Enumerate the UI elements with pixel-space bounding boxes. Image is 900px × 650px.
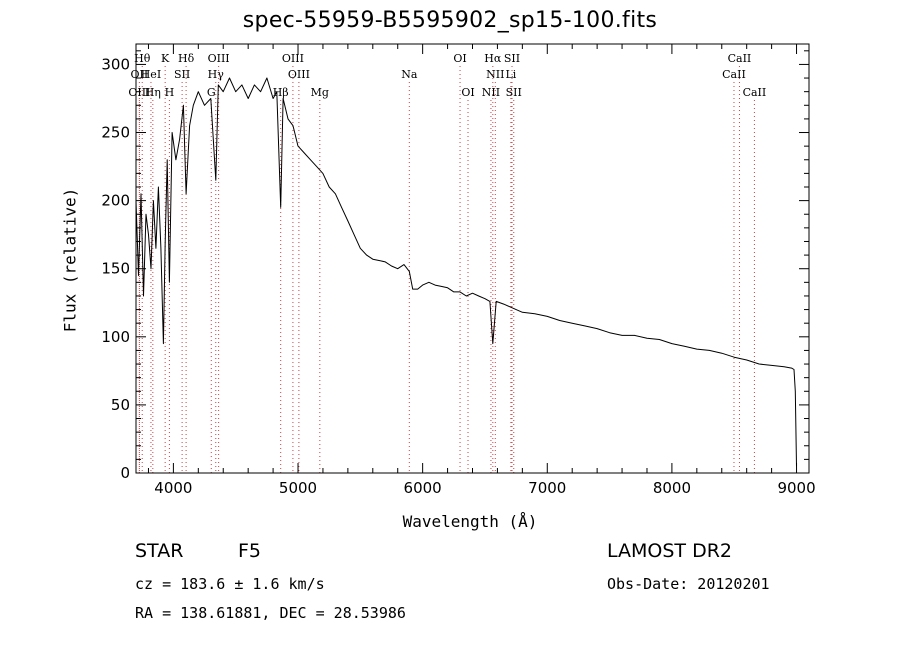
spectral-line-label-4: HeI	[141, 68, 161, 81]
plot-frame	[135, 43, 810, 474]
x-tick-label-0: 4000	[154, 479, 192, 497]
x-tick-label-1: 5000	[279, 479, 317, 497]
spectral-line-label-7: H	[165, 86, 175, 99]
y-tick-label-0: 0	[120, 464, 130, 482]
spectral-line-markers	[138, 66, 755, 473]
object-subclass: F5	[238, 540, 262, 562]
y-tick-label-3: 150	[101, 260, 130, 278]
axis-ticks: 4000 5000 6000 7000 8000 9000 0 50 100 150 200 250 3…	[101, 44, 816, 497]
ra-dec-coordinates: RA = 138.61881, DEC = 28.53986	[135, 604, 406, 622]
spectral-line-label-26: CaII	[722, 68, 746, 81]
spectral-line-label-16: Na	[401, 68, 418, 81]
x-tick-label-4: 8000	[653, 479, 691, 497]
y-tick-label-6: 300	[101, 55, 130, 73]
spectral-line-label-11: G	[207, 86, 216, 99]
spectral-line-label-3: Hη	[145, 86, 161, 99]
spectral-line-label-19: Hα	[484, 52, 502, 65]
spectral-line-label-21: NII	[482, 86, 500, 99]
spectral-line-label-9: OIII	[208, 52, 230, 65]
spectral-line-label-22: SII	[504, 52, 520, 65]
x-axis-label: Wavelength (Å)	[402, 512, 538, 531]
object-class: STAR	[135, 540, 184, 562]
observation-date: Obs-Date: 20120201	[607, 575, 770, 593]
spectral-line-label-27: CaII	[743, 86, 767, 99]
survey-name: LAMOST DR2	[607, 540, 732, 562]
y-tick-label-2: 100	[101, 328, 130, 346]
spectral-line-label-23: Li	[505, 68, 516, 81]
y-tick-label-1: 50	[111, 396, 130, 414]
x-tick-label-2: 6000	[404, 479, 442, 497]
chart-title: spec-55959-B5595902_sp15-100.fits	[242, 8, 658, 33]
y-axis-label: Flux (relative)	[60, 187, 80, 333]
spectral-line-label-5: K	[161, 52, 170, 65]
spectral-line-label-13: OIII	[282, 52, 304, 65]
spectral-line-label-18: OI	[461, 86, 474, 99]
redshift-cz: cz = 183.6 ± 1.6 km/s	[135, 575, 325, 593]
spectral-line-label-6: SII	[174, 68, 190, 81]
y-tick-label-5: 250	[101, 124, 130, 142]
spectral-line-label-15: Mg	[311, 86, 329, 99]
spectral-line-label-12: Hβ	[273, 86, 289, 99]
spectrum-series-line	[135, 77, 797, 467]
spectral-line-label-24: SII	[506, 86, 522, 99]
spectral-line-label-10: Hγ	[208, 68, 225, 81]
y-tick-label-4: 200	[101, 192, 130, 210]
spectral-line-label-8: Hδ	[178, 52, 195, 65]
spectral-line-label-20: NII	[486, 68, 504, 81]
spectral-line-label-25: CaII	[728, 52, 752, 65]
spectral-line-label-17: OI	[453, 52, 466, 65]
spectral-line-label-1: OIII	[128, 86, 150, 99]
x-tick-label-5: 9000	[777, 479, 815, 497]
spectral-line-label-0: OII	[131, 68, 149, 81]
spectral-line-label-14: OIII	[288, 68, 310, 81]
spectral-line-label-2: Hθ	[134, 52, 151, 65]
x-tick-label-3: 7000	[528, 479, 566, 497]
